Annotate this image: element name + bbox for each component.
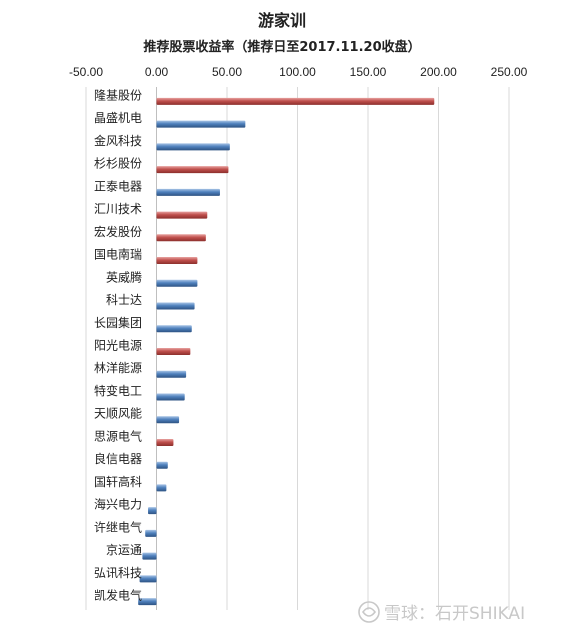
bars	[138, 97, 435, 606]
category-label: 天顺风能	[94, 407, 142, 421]
bar	[156, 211, 208, 219]
bar	[156, 166, 229, 174]
category-label: 晶盛机电	[94, 110, 142, 125]
bar	[156, 325, 192, 333]
bar	[156, 188, 220, 196]
category-label: 弘讯科技	[94, 566, 142, 580]
category-label: 科士达	[106, 293, 142, 307]
bar	[156, 438, 174, 446]
bar	[156, 393, 185, 401]
bar	[156, 120, 246, 128]
x-tick-label: -50.00	[69, 65, 103, 79]
x-tick-label: 250.00	[491, 65, 528, 79]
chart-title: 游家训	[258, 11, 306, 30]
bar	[156, 279, 198, 287]
bar	[156, 416, 180, 424]
bar	[156, 143, 230, 151]
x-tick-label: 150.00	[350, 65, 387, 79]
bar	[156, 234, 206, 242]
watermark-text: 雪球：石开SHIKAI	[384, 604, 525, 624]
category-label: 宏发股份	[94, 224, 142, 239]
x-tick-label: 100.00	[279, 65, 316, 79]
x-axis-ticks: -50.00 0.00 50.00 100.00 150.00 200.00 250.00	[69, 65, 528, 79]
bar	[156, 348, 191, 355]
category-label: 阳光电源	[94, 339, 142, 353]
category-label: 英威腾	[106, 269, 142, 284]
category-label: 国电南瑞	[94, 247, 142, 262]
bar	[156, 461, 168, 469]
category-label: 林洋能源	[94, 360, 142, 375]
category-label: 隆基股份	[94, 87, 142, 102]
bar	[156, 97, 435, 105]
snowball-logo-icon	[358, 601, 380, 623]
bar	[156, 257, 198, 265]
category-label: 杉杉股份	[94, 157, 142, 171]
category-label: 京运通	[106, 543, 142, 557]
bar	[142, 552, 157, 560]
x-tick-label: 0.00	[145, 65, 169, 79]
bar	[156, 484, 167, 492]
bar	[148, 507, 157, 515]
category-label: 长园集团	[94, 315, 142, 330]
watermark: 雪球：石开SHIKAI	[358, 601, 525, 624]
gridlines	[85, 87, 510, 610]
x-tick-label: 200.00	[420, 65, 457, 79]
category-label: 汇川技术	[94, 202, 142, 216]
bar	[138, 598, 157, 606]
category-label: 凯发电气	[94, 588, 142, 603]
category-label: 特变电工	[94, 383, 142, 398]
category-label: 金风科技	[94, 133, 142, 148]
category-label: 思源电气	[94, 428, 142, 443]
chart-subtitle: 推荐股票收益率（推荐日至2017.11.20收盘）	[143, 39, 420, 55]
category-label: 正泰电器	[94, 179, 142, 193]
category-labels: 隆基股份晶盛机电金风科技杉杉股份正泰电器汇川技术宏发股份国电南瑞英威腾科士达长园…	[94, 87, 142, 602]
bar	[156, 302, 195, 310]
bar	[139, 575, 157, 583]
x-tick-label: 50.00	[212, 65, 242, 79]
category-label: 良信电器	[94, 451, 142, 466]
bar	[145, 529, 157, 537]
category-label: 海兴电力	[94, 497, 142, 512]
bar	[156, 370, 187, 378]
category-label: 许继电气	[94, 519, 142, 534]
category-label: 国轩高科	[94, 474, 142, 489]
